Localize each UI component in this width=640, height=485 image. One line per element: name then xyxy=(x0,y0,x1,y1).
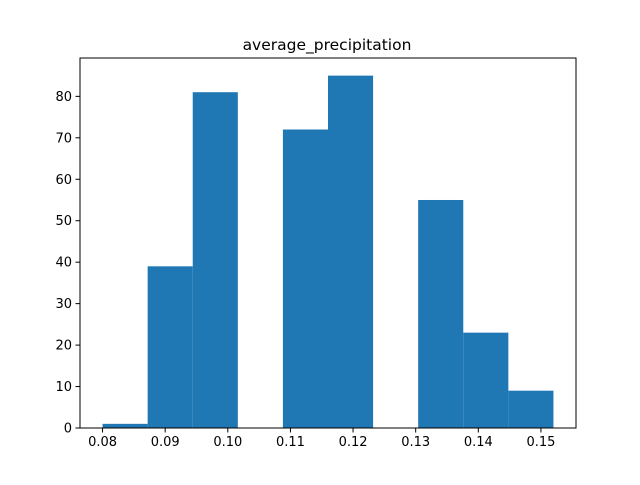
y-axis: 0 10 20 30 40 50 60 70 80 xyxy=(55,90,80,437)
x-tick-label: 0.10 xyxy=(213,435,242,450)
y-tick-label: 0 xyxy=(64,422,72,437)
histogram-bar xyxy=(508,390,554,428)
x-tick-label: 0.11 xyxy=(276,435,305,450)
x-tick-label: 0.12 xyxy=(339,435,368,450)
plot-frame xyxy=(79,57,577,429)
histogram-bar xyxy=(102,423,148,428)
x-tick-label: 0.09 xyxy=(151,435,180,450)
histogram-bar xyxy=(192,92,238,428)
y-tick-label: 20 xyxy=(55,339,72,354)
x-tick-label: 0.13 xyxy=(401,435,430,450)
bars-group xyxy=(102,75,554,429)
y-tick-label: 70 xyxy=(55,131,72,146)
histogram-bar xyxy=(463,332,509,428)
x-tick-label: 0.15 xyxy=(526,435,555,450)
x-axis: 0.08 0.09 0.10 0.11 0.12 0.13 0.14 0.15 xyxy=(88,428,555,450)
y-tick-label: 10 xyxy=(55,380,72,395)
y-tick-label: 40 xyxy=(55,256,72,271)
y-tick-label: 50 xyxy=(55,214,72,229)
histogram-bar xyxy=(282,129,328,428)
y-tick-label: 60 xyxy=(55,173,72,188)
y-tick-label: 80 xyxy=(55,90,72,105)
histogram-bar xyxy=(147,266,193,428)
chart-title: average_precipitation xyxy=(243,36,412,55)
x-tick-label: 0.14 xyxy=(464,435,493,450)
histogram-bar xyxy=(418,199,464,428)
y-tick-label: 30 xyxy=(55,297,72,312)
histogram-bar xyxy=(328,75,374,429)
x-tick-label: 0.08 xyxy=(88,435,117,450)
